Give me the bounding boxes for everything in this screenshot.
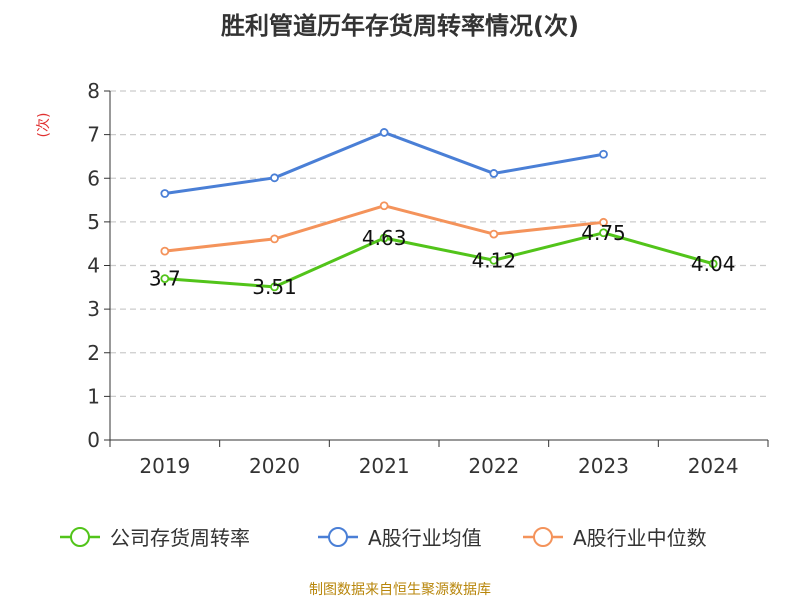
legend: 公司存货周转率 A股行业均值 A股行业中位数 [60,526,707,550]
y-tick-label: 0 [87,428,100,452]
legend-marker [70,527,90,547]
y-tick-label: 3 [87,297,100,321]
data-label: 4.12 [472,248,517,272]
x-tick-label: 2023 [578,454,629,478]
y-tick-label: 7 [87,123,100,147]
legend-marker [328,527,348,547]
data-point[interactable] [379,201,389,211]
data-point[interactable] [489,255,499,265]
data-point[interactable] [270,173,279,183]
data-point[interactable] [489,169,499,178]
data-point[interactable] [489,229,499,239]
y-tick-label: 1 [87,384,100,408]
data-point[interactable] [379,128,389,137]
data-point[interactable] [599,149,608,159]
legend-item[interactable]: A股行业中位数 [523,526,707,550]
grid [110,90,768,397]
legend-label: A股行业中位数 [573,526,707,550]
axes: 0 1 2 3 4 5 6 7 8 2019 2020 2021 2022 2023 2024 [87,79,769,478]
data-point[interactable] [270,234,279,244]
x-tick-label: 2019 [139,454,190,478]
source-note: 制图数据来自恒生聚源数据库 [309,582,491,598]
data-point[interactable] [599,228,608,238]
series [160,128,718,292]
y-tick-label: 5 [87,210,100,234]
data-label: 3.7 [149,267,181,291]
data-point[interactable] [270,282,279,292]
data-label: 3.51 [252,275,297,299]
legend-item[interactable]: A股行业均值 [318,526,482,550]
data-point[interactable] [599,217,608,227]
series-line [164,231,714,289]
legend-label: 公司存货周转率 [110,526,250,550]
y-tick-label: 4 [87,254,100,278]
data-point[interactable] [160,189,170,198]
series-line [164,130,604,196]
x-tick-label: 2022 [468,454,519,478]
y-tick-label: 8 [87,79,100,103]
y-tick-label: 6 [87,166,100,190]
data-label: 4.75 [581,221,626,245]
legend-label: A股行业均值 [368,526,482,550]
y-axis-label: (次) [36,113,52,138]
data-point[interactable] [708,259,718,269]
data-point[interactable] [160,246,170,256]
chart-title: 胜利管道历年存货周转率情况(次) [221,12,579,40]
x-tick-label: 2020 [249,454,300,478]
data-labels: 3.7 3.51 4.63 4.12 4.75 4.04 [149,221,736,299]
x-tick-label: 2021 [359,454,410,478]
data-label: 4.04 [691,252,736,276]
data-label: 4.63 [362,226,407,250]
legend-item[interactable]: 公司存货周转率 [60,526,250,550]
y-tick-label: 2 [87,341,100,365]
data-point[interactable] [379,233,389,243]
legend-marker [533,527,553,547]
data-point[interactable] [160,274,170,283]
x-tick-label: 2024 [688,454,739,478]
